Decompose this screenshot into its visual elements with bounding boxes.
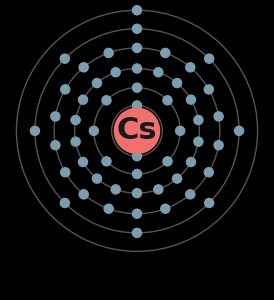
Circle shape <box>133 44 141 52</box>
Circle shape <box>79 63 88 72</box>
Circle shape <box>51 112 60 121</box>
Circle shape <box>92 174 101 183</box>
Circle shape <box>89 126 98 135</box>
Circle shape <box>132 228 141 237</box>
Circle shape <box>133 24 141 33</box>
Circle shape <box>214 112 223 121</box>
Circle shape <box>102 96 111 105</box>
Circle shape <box>205 54 214 63</box>
Circle shape <box>71 116 80 124</box>
Circle shape <box>173 174 182 183</box>
Circle shape <box>163 96 172 105</box>
Circle shape <box>133 169 141 178</box>
Circle shape <box>154 68 163 77</box>
Circle shape <box>154 185 163 194</box>
Circle shape <box>79 190 88 199</box>
Circle shape <box>92 79 101 88</box>
Circle shape <box>176 126 185 135</box>
Circle shape <box>60 54 69 63</box>
Circle shape <box>133 6 141 15</box>
Circle shape <box>235 126 244 135</box>
Circle shape <box>204 168 213 177</box>
Circle shape <box>78 95 87 104</box>
Circle shape <box>111 185 120 194</box>
Circle shape <box>104 48 113 58</box>
Circle shape <box>186 63 195 72</box>
Circle shape <box>194 116 203 124</box>
Circle shape <box>111 68 120 77</box>
Circle shape <box>61 168 70 177</box>
Circle shape <box>133 152 141 161</box>
Circle shape <box>102 157 111 166</box>
Circle shape <box>133 83 141 92</box>
Circle shape <box>132 209 141 218</box>
Circle shape <box>161 204 170 213</box>
Circle shape <box>205 199 214 208</box>
Circle shape <box>133 189 141 198</box>
Circle shape <box>78 158 87 166</box>
Circle shape <box>187 158 196 166</box>
Circle shape <box>61 85 70 94</box>
Circle shape <box>163 157 172 166</box>
Circle shape <box>71 137 80 146</box>
Circle shape <box>104 204 113 213</box>
Circle shape <box>186 190 195 199</box>
Circle shape <box>214 141 223 150</box>
Circle shape <box>187 95 196 104</box>
Text: Cs: Cs <box>117 116 157 145</box>
Circle shape <box>60 199 69 208</box>
Circle shape <box>51 141 60 150</box>
Circle shape <box>133 101 141 110</box>
Circle shape <box>133 64 141 73</box>
Circle shape <box>173 79 182 88</box>
Circle shape <box>115 108 159 153</box>
Circle shape <box>161 48 170 58</box>
Circle shape <box>204 85 213 94</box>
Circle shape <box>194 137 203 146</box>
Circle shape <box>30 126 39 135</box>
